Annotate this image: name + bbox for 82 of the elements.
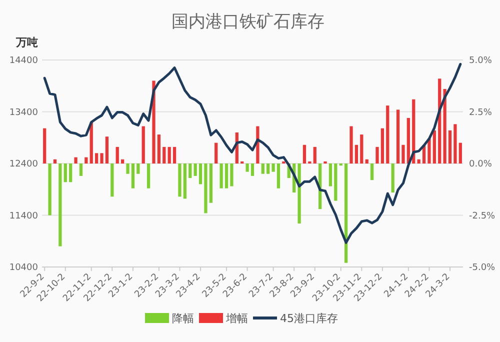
y-axis-title: 万吨 (15, 36, 38, 49)
bar (95, 153, 98, 164)
bar (458, 142, 462, 164)
bar (261, 164, 264, 174)
y2-tick-label: -5.0% (469, 263, 496, 273)
bar (136, 164, 140, 174)
bar (370, 164, 374, 180)
bar (188, 164, 192, 178)
bar (230, 164, 234, 186)
legend-label: 增幅 (225, 312, 248, 325)
bar (79, 164, 83, 176)
bar (344, 164, 348, 263)
bar (276, 164, 280, 188)
bar (298, 164, 301, 224)
y-tick-label: 11400 (9, 211, 38, 222)
y2-tick-label: -2.5% (469, 211, 496, 222)
bar (183, 164, 186, 199)
legend-label: 45港口库存 (280, 312, 338, 325)
y2-tick-label: 0.0% (469, 160, 492, 170)
bar (350, 126, 353, 164)
bar (224, 164, 228, 188)
bar (74, 157, 78, 164)
y-tick-label: 14400 (9, 56, 38, 66)
bar (105, 136, 109, 164)
bar (172, 146, 176, 164)
bar (380, 128, 384, 164)
y2-tick-label: 2.5% (469, 108, 492, 118)
bar (84, 157, 88, 164)
y-tick-label: 12400 (9, 160, 38, 170)
bar (121, 159, 124, 164)
chart-title: 国内港口铁矿石库存 (172, 12, 324, 32)
bar (131, 164, 135, 188)
bar (328, 164, 332, 186)
bar (354, 144, 358, 164)
bar (100, 153, 104, 164)
bar (64, 164, 67, 182)
legend-label: 降幅 (172, 312, 194, 325)
bar (110, 164, 114, 197)
bar (246, 164, 249, 172)
bar (194, 164, 197, 176)
y2-tick-label: 5.0% (469, 56, 492, 66)
bar (428, 138, 431, 164)
bar (178, 164, 182, 197)
bar (48, 164, 52, 216)
bar (43, 128, 46, 164)
bar (126, 164, 130, 174)
y-tick-label: 10400 (9, 263, 38, 273)
bar (443, 88, 446, 164)
bar (272, 164, 275, 172)
bar (406, 118, 410, 164)
bar (302, 144, 306, 164)
bar (220, 164, 223, 188)
bar (334, 164, 338, 201)
bar (365, 159, 368, 164)
bar (146, 164, 150, 188)
bar (142, 126, 145, 164)
bar (214, 142, 218, 164)
y-tick-label: 13400 (9, 108, 38, 118)
bar (391, 164, 394, 192)
bar (204, 164, 208, 214)
bar (209, 164, 212, 203)
bar (198, 164, 202, 184)
bar (386, 106, 390, 164)
bar (266, 164, 270, 174)
bar (376, 146, 379, 164)
bar (69, 164, 72, 182)
bar (116, 146, 119, 164)
bar (448, 130, 452, 164)
bar (53, 159, 57, 164)
bar (454, 124, 457, 164)
bar (168, 146, 171, 164)
bar (313, 146, 316, 164)
bar (250, 164, 254, 176)
bar (432, 130, 436, 164)
bar (157, 134, 161, 164)
bar (417, 159, 420, 164)
bar (360, 134, 364, 164)
bar (402, 144, 405, 164)
bar (58, 164, 62, 246)
bar (396, 110, 400, 164)
bar (162, 146, 166, 164)
line-series (43, 62, 462, 244)
